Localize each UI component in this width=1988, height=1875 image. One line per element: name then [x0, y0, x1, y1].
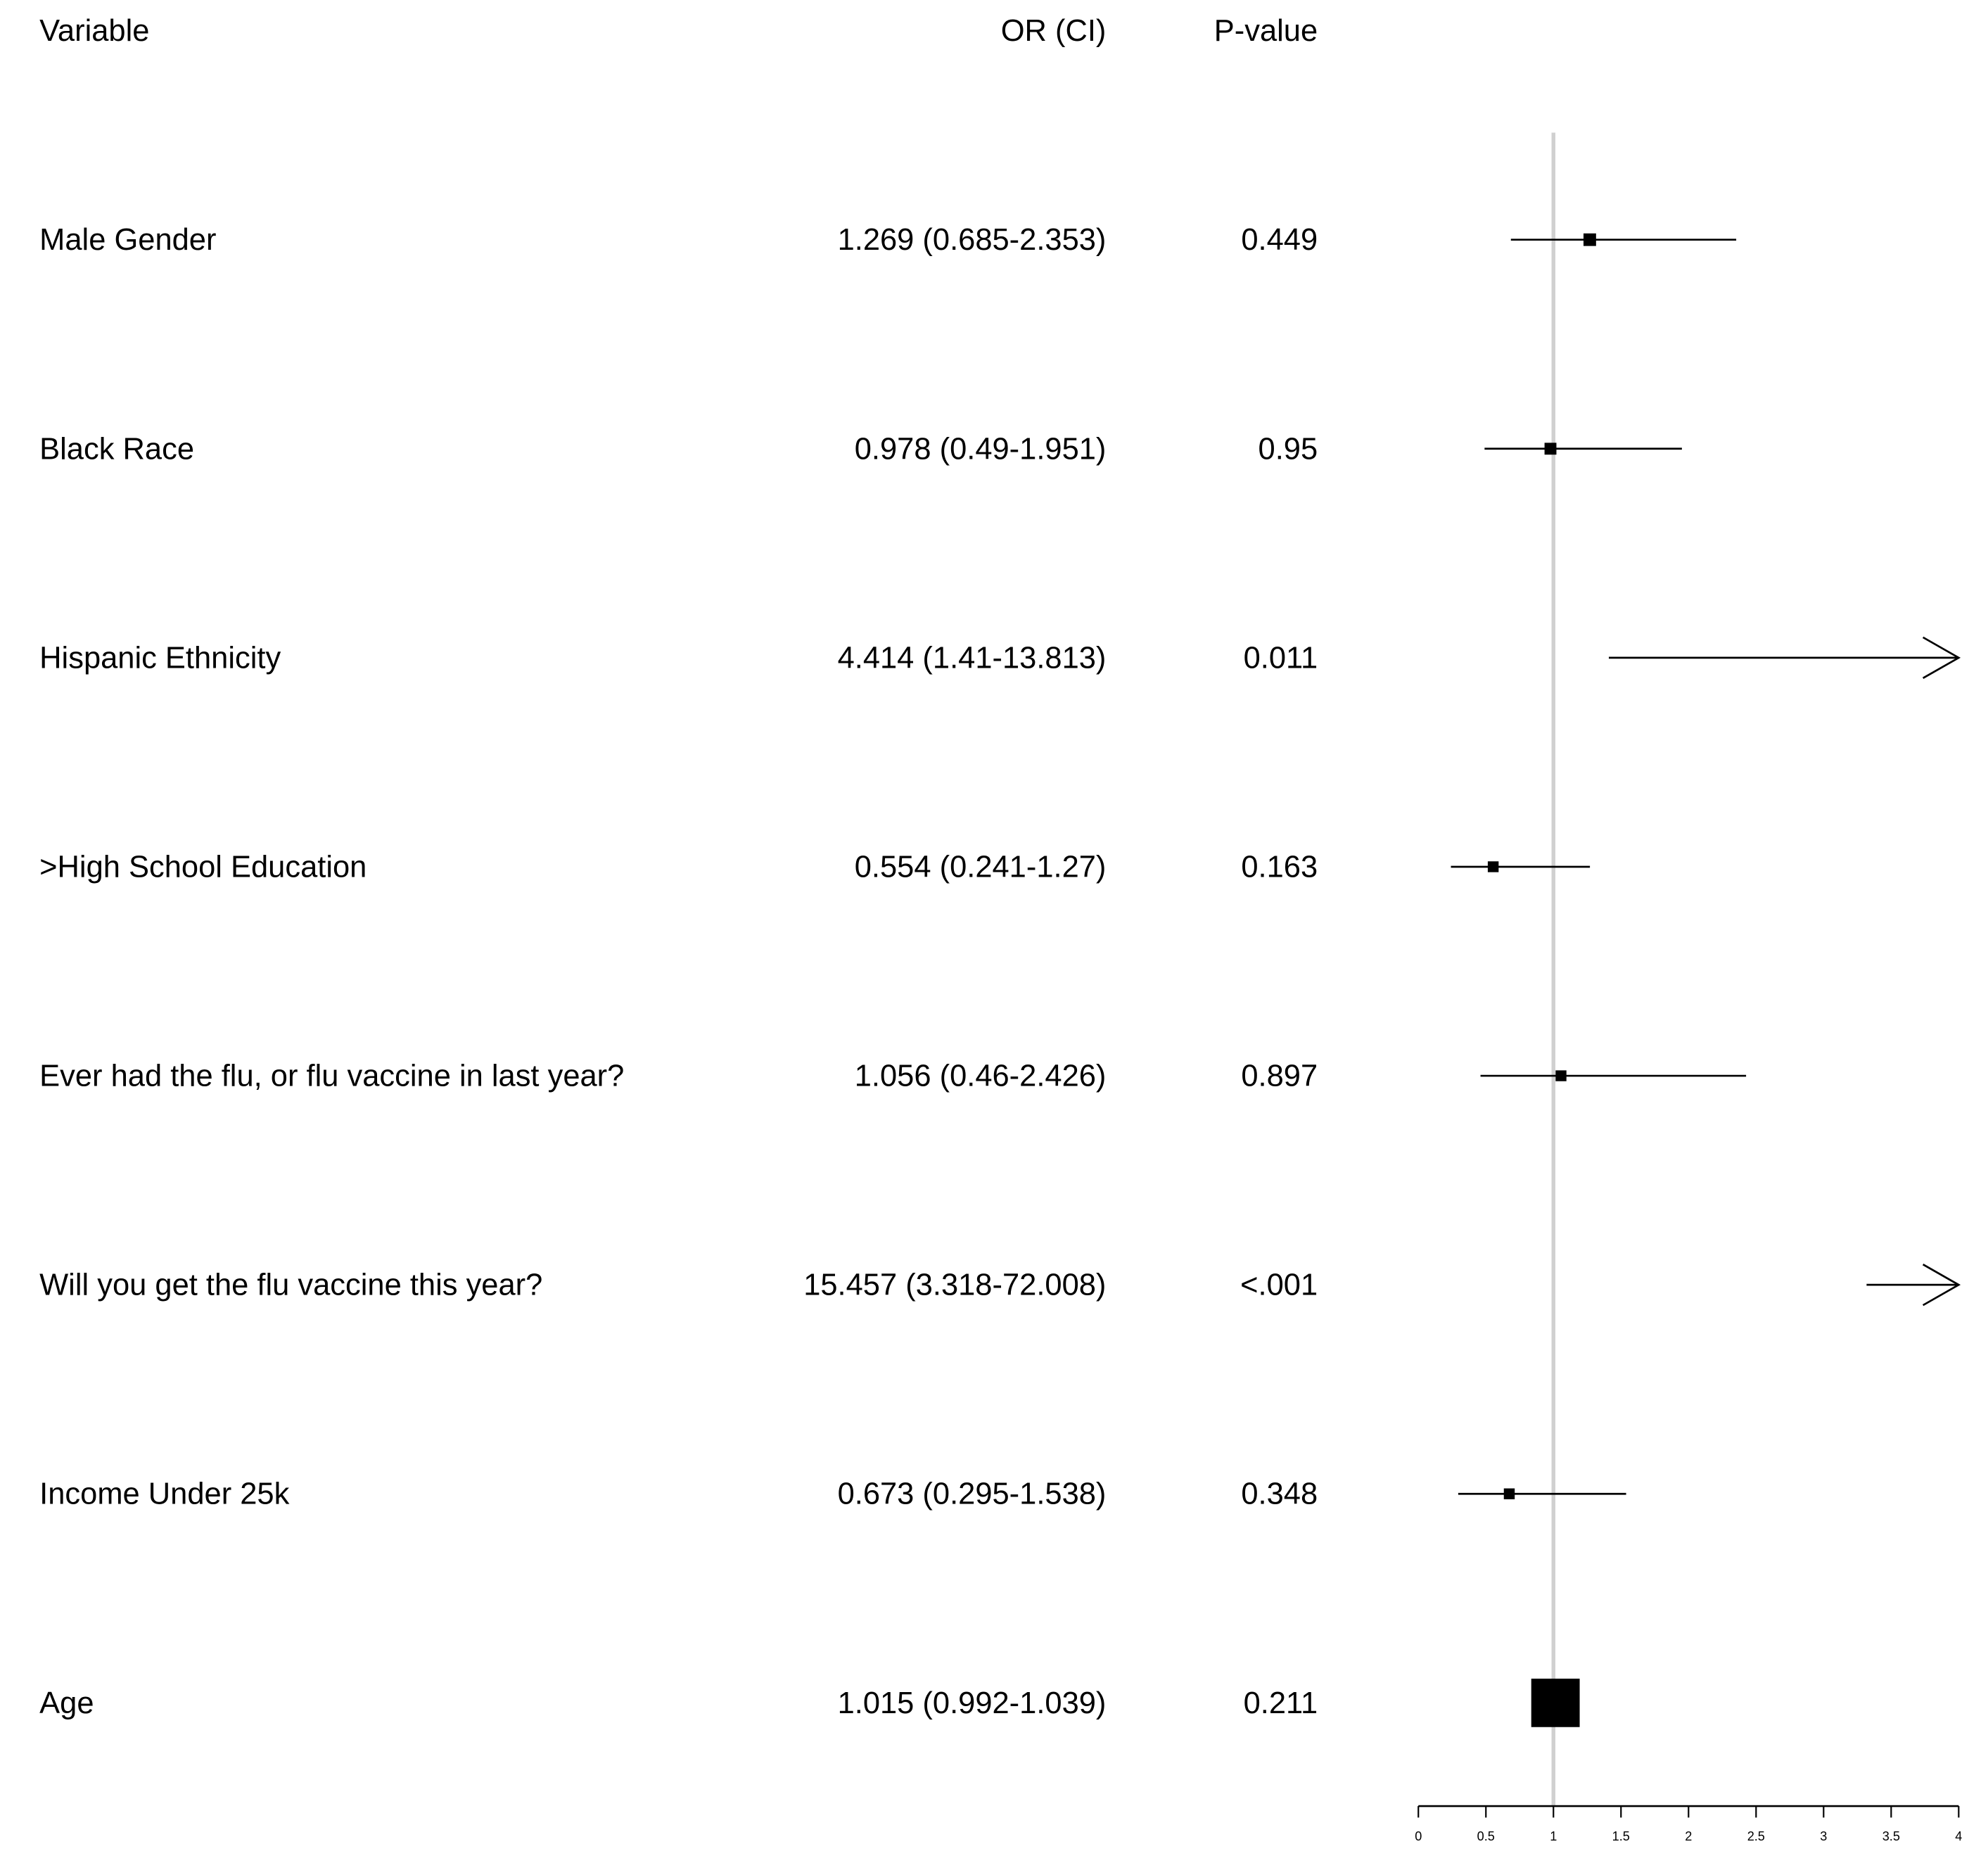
or-ci-value: 1.056 (0.46-2.426) [855, 1060, 1107, 1093]
header-or-ci: OR (CI) [1001, 14, 1107, 48]
point-estimate [1503, 1488, 1515, 1499]
p-value: 0.95 [1259, 432, 1318, 466]
or-ci-value: 0.978 (0.49-1.951) [855, 432, 1107, 466]
or-ci-value: 4.414 (1.41-13.813) [838, 641, 1107, 675]
x-tick-label: 3.5 [1882, 1829, 1900, 1843]
point-estimate [1531, 1678, 1580, 1727]
point-estimate [1583, 233, 1596, 246]
table-row: Hispanic Ethnicity 4.414 (1.41-13.813) 0.0… [39, 641, 1318, 675]
p-value: 0.449 [1241, 223, 1318, 257]
variable-label: Ever had the flu, or flu vaccine in last… [39, 1060, 624, 1093]
table-row: Ever had the flu, or flu vaccine in last… [39, 1060, 1318, 1093]
p-value: 0.211 [1244, 1686, 1318, 1720]
or-ci-value: 0.554 (0.241-1.27) [855, 850, 1107, 884]
ci-arrow [1922, 1263, 1961, 1307]
p-value: 0.011 [1244, 641, 1318, 675]
x-tick-label: 1.5 [1612, 1829, 1630, 1843]
ci-arrow [1922, 636, 1961, 680]
p-value: <.001 [1240, 1269, 1318, 1302]
x-tick-label: 2 [1685, 1829, 1692, 1843]
or-ci-value: 0.673 (0.295-1.538) [838, 1477, 1107, 1511]
x-tick-label: 2.5 [1747, 1829, 1765, 1843]
table-row: Male Gender 1.269 (0.685-2.353) 0.449 [39, 223, 1318, 257]
x-tick-label: 0.5 [1477, 1829, 1495, 1843]
x-tick-label: 4 [1955, 1829, 1962, 1843]
p-value: 0.348 [1241, 1477, 1318, 1511]
table-row: Will you get the flu vaccine this year? 1… [39, 1269, 1318, 1302]
variable-label: Age [39, 1686, 94, 1720]
variable-label: Income Under 25k [39, 1477, 289, 1511]
header-p-value: P-value [1214, 14, 1318, 48]
variable-label: Will you get the flu vaccine this year? [39, 1269, 542, 1302]
table-row: Age 1.015 (0.992-1.039) 0.211 [39, 1686, 1318, 1720]
point-estimate [1555, 1070, 1567, 1081]
x-tick-label: 1 [1550, 1829, 1557, 1843]
table-row: >High School Education 0.554 (0.241-1.27)… [39, 850, 1318, 884]
or-ci-value: 1.015 (0.992-1.039) [838, 1686, 1107, 1720]
point-estimate [1487, 861, 1499, 872]
point-estimate [1544, 443, 1557, 455]
variable-label: Hispanic Ethnicity [39, 641, 281, 675]
header-variable: Variable [39, 14, 149, 48]
p-value: 0.897 [1241, 1060, 1318, 1093]
table-row: Black Race 0.978 (0.49-1.951) 0.95 [39, 432, 1318, 466]
variable-label: >High School Education [39, 850, 367, 884]
variable-label: Male Gender [39, 223, 216, 257]
or-ci-value: 1.269 (0.685-2.353) [838, 223, 1107, 257]
p-value: 0.163 [1241, 850, 1318, 884]
variable-label: Black Race [39, 432, 194, 466]
table-row: Income Under 25k 0.673 (0.295-1.538) 0.348 [39, 1477, 1318, 1511]
or-ci-value: 15.457 (3.318-72.008) [803, 1269, 1106, 1302]
x-tick-label: 0 [1415, 1829, 1422, 1843]
x-tick-label: 3 [1820, 1829, 1827, 1843]
